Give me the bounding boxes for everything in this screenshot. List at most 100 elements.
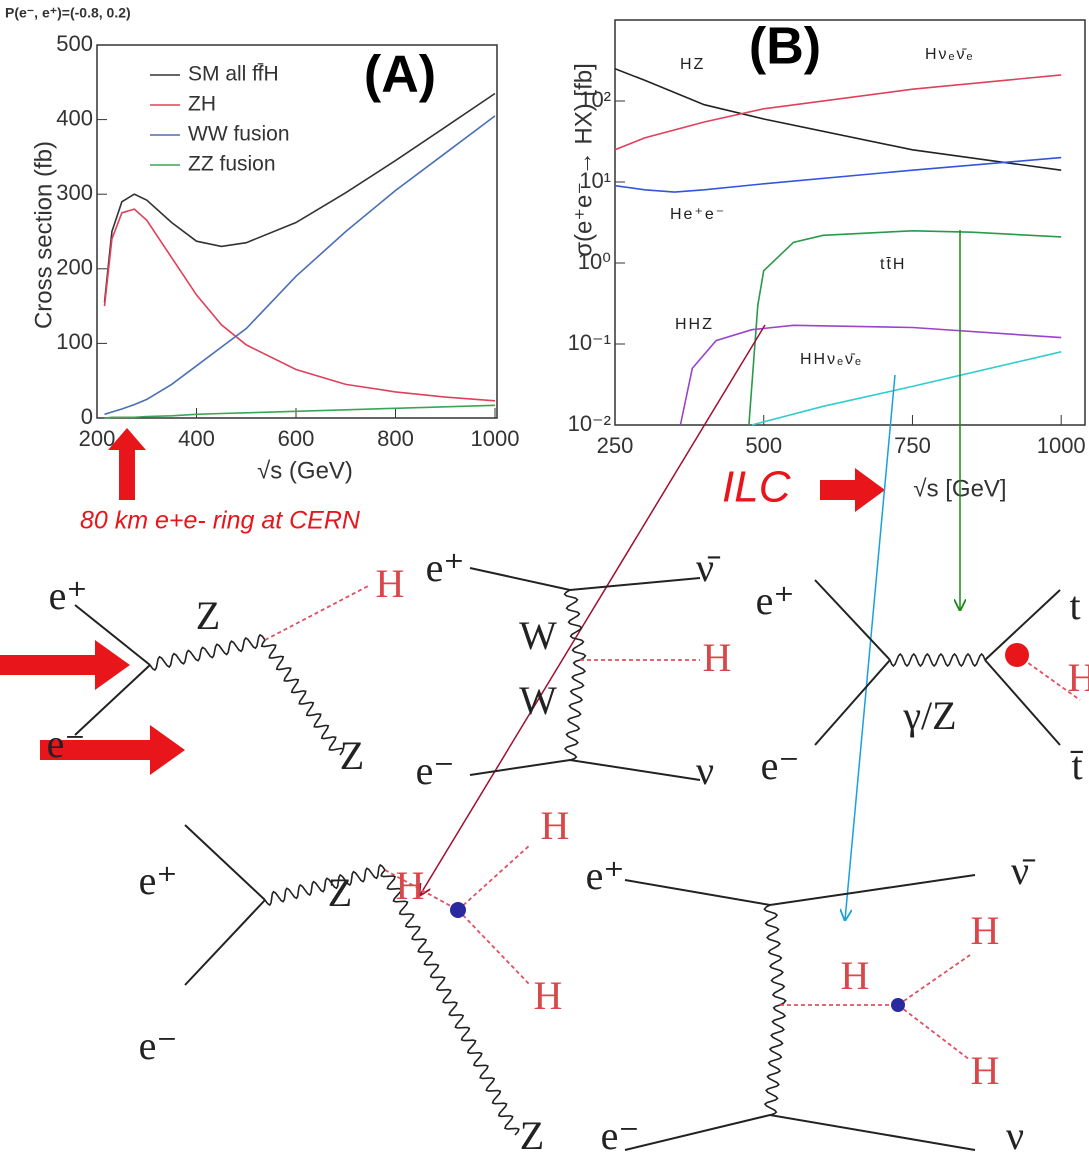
series-line xyxy=(105,209,496,401)
y-tick-label: 0 xyxy=(81,404,93,429)
series-label: Hνₑν̄ₑ xyxy=(925,46,974,63)
chart-annotation: (B) xyxy=(749,18,821,76)
series-line xyxy=(752,352,1061,425)
diagram-label: ν xyxy=(696,748,714,793)
y-axis-label: Cross section (fb) xyxy=(30,141,57,329)
diagram-label: H xyxy=(396,863,425,908)
diagram-label: e⁻ xyxy=(761,743,800,788)
higgs-line xyxy=(898,955,970,1005)
boson-line xyxy=(565,660,585,760)
y-tick-label: 300 xyxy=(56,180,93,205)
x-tick-label: 750 xyxy=(894,433,931,458)
fermion-line xyxy=(470,568,700,590)
legend-label: ZZ fusion xyxy=(188,153,276,176)
diagram-label: Z xyxy=(328,870,352,915)
diagram-label: e⁻ xyxy=(601,1113,640,1155)
series-label: tt̄H xyxy=(880,256,906,273)
boson-line xyxy=(764,905,785,1005)
fermion-line xyxy=(625,1115,975,1150)
higgs-line xyxy=(458,910,530,985)
series-line xyxy=(615,158,1061,193)
fermion-line xyxy=(625,875,975,905)
note: ILC xyxy=(722,463,792,512)
x-tick-label: 1000 xyxy=(1037,433,1086,458)
x-tick-label: 600 xyxy=(278,426,315,451)
chart-annotation: (A) xyxy=(364,46,436,104)
x-tick-label: 500 xyxy=(745,433,782,458)
higgs-line xyxy=(265,585,370,640)
series-line xyxy=(105,405,496,418)
note: 80 km e+e- ring at CERN xyxy=(80,507,361,535)
diagram-label: e⁻ xyxy=(47,721,86,766)
fermion-line xyxy=(470,760,700,780)
diagram-label: γ/Z xyxy=(902,693,956,738)
diagram-label: Z xyxy=(520,1113,544,1155)
y-tick-label: 200 xyxy=(56,255,93,280)
diagram-label: ν̄ xyxy=(1011,848,1036,893)
y-tick-label: 500 xyxy=(56,31,93,56)
block-arrow xyxy=(0,640,130,690)
x-tick-label: 400 xyxy=(178,426,215,451)
diagram-label: H xyxy=(541,803,570,848)
y-tick-label: 10⁻¹ xyxy=(568,330,611,355)
chart-subtitle: P(e⁻, e⁺)=(-0.8, 0.2) xyxy=(5,5,131,21)
pointer-arrow xyxy=(845,375,895,920)
legend-label: WW fusion xyxy=(188,123,290,146)
plot-frame xyxy=(97,45,497,418)
diagram-label: H xyxy=(534,973,563,1018)
vertex xyxy=(450,902,466,918)
legend-label: ZH xyxy=(188,93,216,116)
boson-line xyxy=(262,640,343,755)
x-tick-label: 200 xyxy=(79,426,116,451)
diagram-label: ν̄ xyxy=(696,545,721,590)
diagram-label: Z xyxy=(340,733,364,778)
diagram-label: W xyxy=(519,613,557,658)
boson-line xyxy=(765,1005,785,1115)
x-tick-label: 800 xyxy=(377,426,414,451)
fermion-line xyxy=(185,900,265,985)
series-line xyxy=(105,94,496,303)
x-tick-label: 250 xyxy=(597,433,634,458)
boson-line xyxy=(381,870,519,1135)
series-line xyxy=(615,75,1061,150)
diagram-label: t̄ xyxy=(1070,743,1084,788)
diagram-label: e⁺ xyxy=(49,573,88,618)
diagram-label: H xyxy=(841,953,870,998)
y-tick-label: 100 xyxy=(56,329,93,354)
diagram-label: H xyxy=(971,1048,1000,1093)
diagram-label: H xyxy=(376,561,405,606)
x-tick-label: 1000 xyxy=(471,426,520,451)
series-line xyxy=(615,69,1061,170)
diagram-label: e⁺ xyxy=(586,853,625,898)
diagram-label: e⁺ xyxy=(756,578,795,623)
boson-line xyxy=(265,865,385,905)
vertex xyxy=(891,998,905,1012)
higgs-line xyxy=(458,845,530,910)
x-axis-label: √s (GeV) xyxy=(257,457,353,484)
series-label: HZ xyxy=(680,56,705,73)
diagram-label: e⁻ xyxy=(139,1023,178,1068)
series-line xyxy=(680,325,1061,425)
vertex xyxy=(1005,643,1029,667)
block-arrow xyxy=(820,468,885,512)
diagram-label: ν xyxy=(1006,1113,1024,1155)
diagram-label: W xyxy=(519,678,557,723)
y-axis-label: σ(e⁺e⁻ → HX) [fb] xyxy=(570,63,597,257)
diagram-label: e⁺ xyxy=(139,858,178,903)
diagram-label: e⁺ xyxy=(426,545,465,590)
legend-label: SM all ff̄H xyxy=(188,62,279,85)
y-tick-label: 400 xyxy=(56,105,93,130)
fermion-line xyxy=(815,660,890,745)
y-tick-label: 10⁻² xyxy=(568,411,611,436)
fermion-line xyxy=(185,825,265,900)
slide: 200 400 600 800 1000 0 100 200 300 400 500 SM all f… xyxy=(0,0,1089,1155)
series-label: HHνₑν̄ₑ xyxy=(800,351,863,368)
boson-line xyxy=(150,635,265,670)
diagram-label: t xyxy=(1069,583,1080,628)
diagram-label: Z xyxy=(196,593,220,638)
diagram-label: H xyxy=(703,635,732,680)
higgs-line xyxy=(898,1005,970,1060)
series-label: He⁺e⁻ xyxy=(670,206,726,223)
series-line xyxy=(105,116,496,414)
diagram-label: H xyxy=(971,908,1000,953)
